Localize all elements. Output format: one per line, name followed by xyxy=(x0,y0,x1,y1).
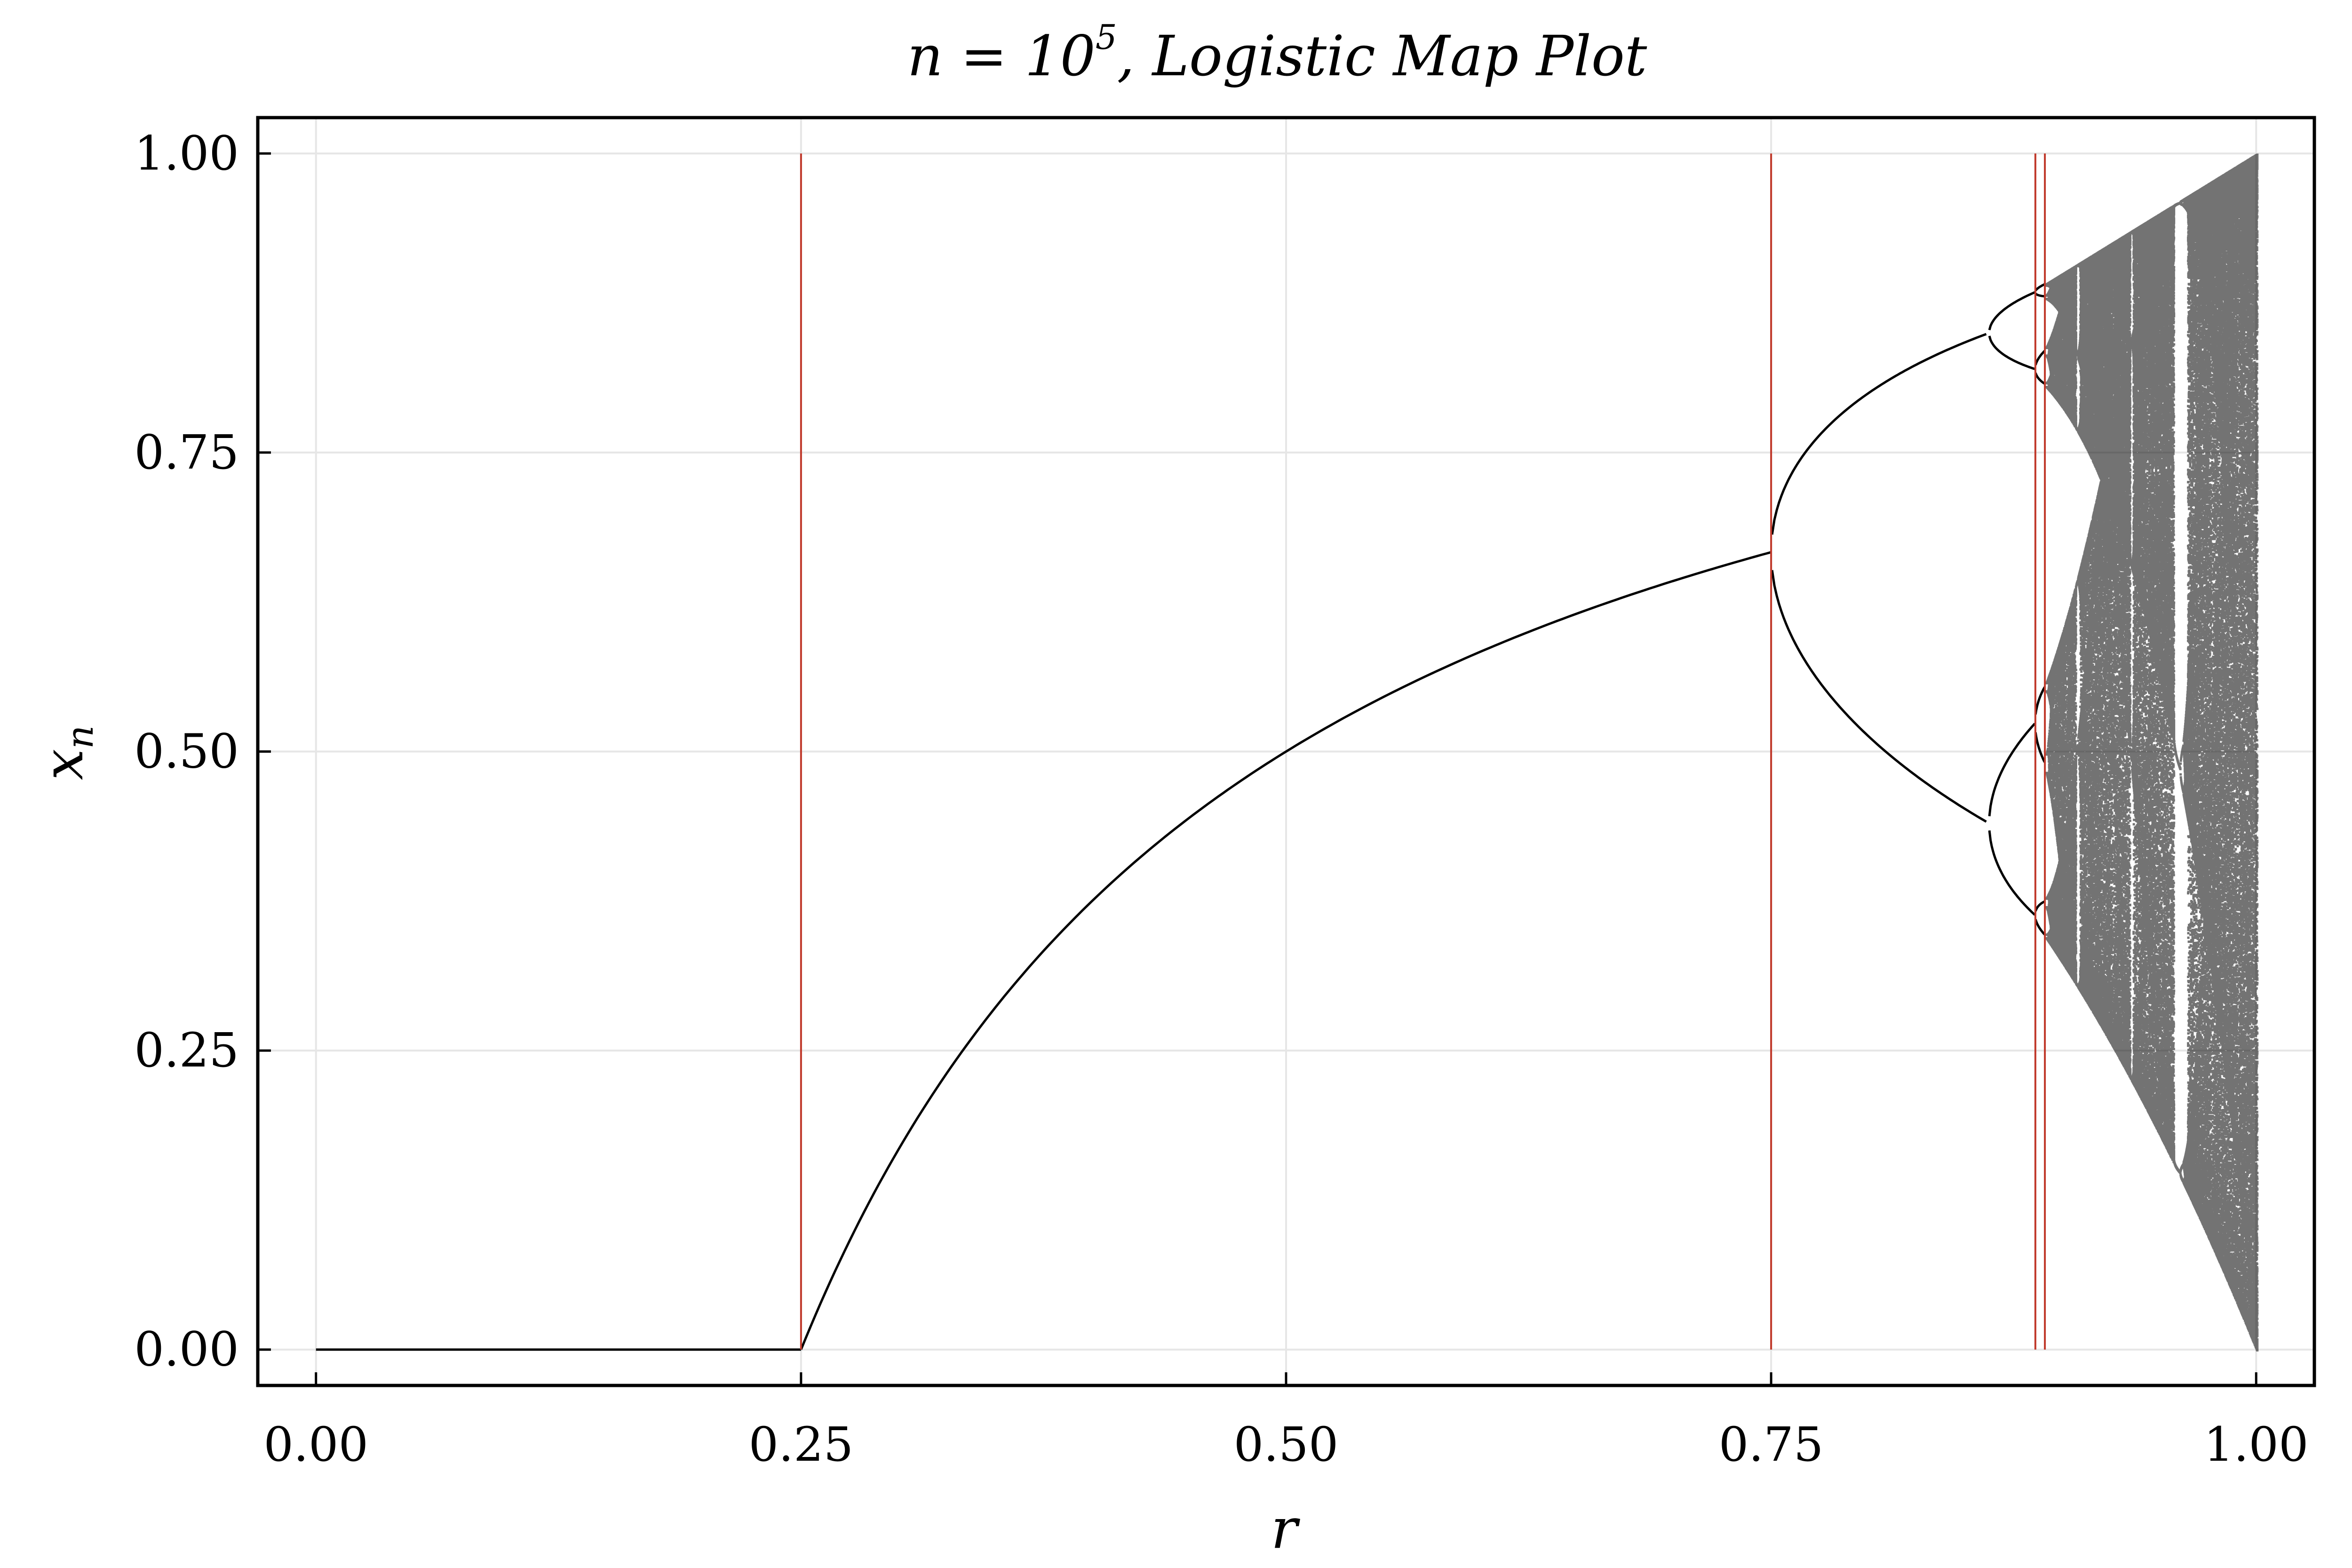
bifurcation-marker-lines xyxy=(800,153,2046,1350)
y-tick-label: 0.25 xyxy=(134,1023,239,1078)
x-tick-label: 0.25 xyxy=(749,1417,854,1472)
y-axis-label-main: x xyxy=(31,749,95,780)
chaotic-points xyxy=(2045,153,2259,1352)
attractor-branch xyxy=(1988,291,2035,331)
y-tick-label: 0.75 xyxy=(134,425,239,480)
x-axis-label: r xyxy=(1271,1496,1301,1561)
attractor-branch xyxy=(1988,723,2036,817)
x-tick-label: 1.00 xyxy=(2204,1417,2309,1472)
chaotic-region xyxy=(2045,153,2259,1352)
chart-title: n = 105, Logistic Map Plot xyxy=(907,17,1647,88)
x-tick-label: 0.00 xyxy=(263,1417,368,1472)
axis-ticks: 0.00 0.25 0.50 0.75 1.00 0.00 0.25 0.50 0.75 1.00 xyxy=(134,126,2308,1472)
attractor-branch xyxy=(1988,335,2035,370)
chart-title-prefix: n = 10 xyxy=(907,24,1096,88)
attractor-branch xyxy=(1771,333,1987,535)
attractor-branch xyxy=(2034,919,2046,936)
y-tick-label: 0.50 xyxy=(134,724,239,779)
y-axis-label: xn xyxy=(31,725,102,780)
y-tick-label: 1.00 xyxy=(134,126,239,181)
attractor-branch xyxy=(1771,570,1987,823)
x-tick-label: 0.75 xyxy=(1719,1417,1824,1472)
x-tick-label: 0.50 xyxy=(1234,1417,1339,1472)
attractor-branch xyxy=(2034,350,2046,366)
y-tick-label: 0.00 xyxy=(134,1322,239,1377)
attractor-branch xyxy=(800,551,1772,1350)
attractor-branch xyxy=(2034,283,2046,292)
y-axis-label-subscript: n xyxy=(59,725,102,749)
attractor-branch xyxy=(2034,686,2046,715)
attractor-branch xyxy=(1988,830,2036,916)
attractor-branch xyxy=(2034,732,2046,763)
bifurcation-diagram xyxy=(316,283,2046,1351)
attractor-branch xyxy=(2034,293,2045,298)
chart-title-superscript: 5 xyxy=(1096,17,1117,57)
attractor-branch xyxy=(2034,372,2046,385)
attractor-branch xyxy=(2034,900,2045,912)
chart-title-suffix: , Logistic Map Plot xyxy=(1117,24,1647,88)
